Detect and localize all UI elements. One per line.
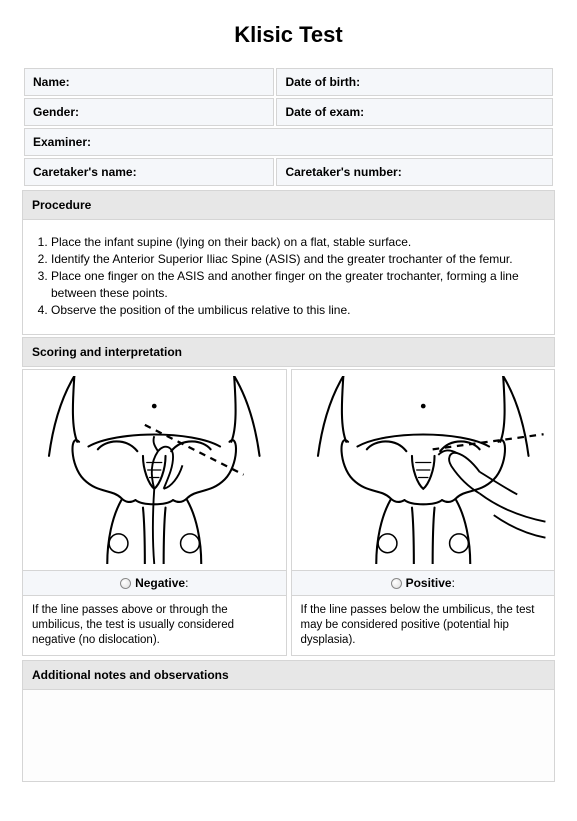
positive-desc: If the line passes below the umbilicus, … <box>292 596 555 655</box>
procedure-step: Place the infant supine (lying on their … <box>51 234 538 250</box>
negative-diagram <box>23 370 286 570</box>
field-gender[interactable]: Gender: <box>24 98 274 126</box>
patient-info-table: Name: Date of birth: Gender: Date of exa… <box>22 66 555 188</box>
procedure-step: Identify the Anterior Superior Iliac Spi… <box>51 251 538 267</box>
page-title: Klisic Test <box>22 22 555 48</box>
notes-box[interactable] <box>22 690 555 782</box>
procedure-box: Place the infant supine (lying on their … <box>22 220 555 335</box>
section-procedure-header: Procedure <box>22 190 555 220</box>
field-dob[interactable]: Date of birth: <box>276 68 553 96</box>
field-name[interactable]: Name: <box>24 68 274 96</box>
procedure-step: Place one finger on the ASIS and another… <box>51 268 538 300</box>
field-exam-date[interactable]: Date of exam: <box>276 98 553 126</box>
negative-label: Negative <box>135 576 185 590</box>
negative-radio[interactable] <box>120 578 131 589</box>
positive-label-row: Positive: <box>292 570 555 596</box>
positive-radio[interactable] <box>391 578 402 589</box>
negative-desc: If the line passes above or through the … <box>23 596 286 655</box>
procedure-step: Observe the position of the umbilicus re… <box>51 302 538 318</box>
field-caretaker-number[interactable]: Caretaker's number: <box>276 158 553 186</box>
scoring-negative-col: Negative: If the line passes above or th… <box>22 369 287 656</box>
scoring-row: Negative: If the line passes above or th… <box>22 369 555 656</box>
section-notes-header: Additional notes and observations <box>22 660 555 690</box>
positive-label: Positive <box>406 576 452 590</box>
section-scoring-header: Scoring and interpretation <box>22 337 555 367</box>
field-examiner[interactable]: Examiner: <box>24 128 553 156</box>
field-caretaker-name[interactable]: Caretaker's name: <box>24 158 274 186</box>
scoring-positive-col: Positive: If the line passes below the u… <box>291 369 556 656</box>
positive-diagram <box>292 370 555 570</box>
negative-label-row: Negative: <box>23 570 286 596</box>
